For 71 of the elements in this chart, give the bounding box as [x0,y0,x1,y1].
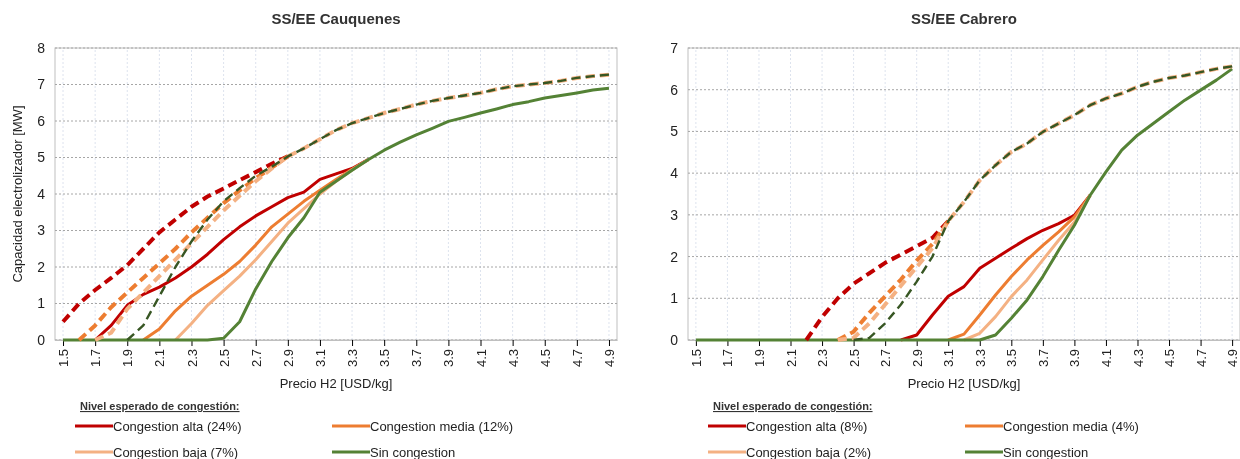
x-tick-label: 3.1 [941,349,957,368]
legend-title: Nivel esperado de congestión: [713,400,873,412]
x-tick-label: 3.3 [345,349,361,368]
x-tick-label: 4.7 [1193,349,1209,368]
x-tick-label: 1.5 [56,349,72,368]
legend-label: Congestion alta (8%) [746,419,868,434]
x-tick-label: 3.5 [377,349,393,368]
x-tick-label: 4.9 [1225,349,1240,368]
line-series [77,154,290,342]
legend-label: Congestion alta (24%) [113,419,242,434]
x-tick-label: 3.5 [1004,349,1020,368]
x-tick-label: 4.5 [537,349,553,368]
y-tick-label: 5 [37,149,46,166]
x-tick-label: 4.9 [602,349,618,368]
y-tick-label: 6 [670,81,679,98]
y-axis-title: Capacidad electrolizador [MW] [10,105,25,283]
x-tick-label: 4.3 [505,349,521,368]
y-tick-label: 4 [37,185,46,202]
x-axis-title: Precio H2 [USD/kg] [907,376,1021,391]
chart-title: SS/EE Cabrero [911,10,1017,27]
x-tick-label: 2.3 [815,349,831,368]
legend-label: Congestion baja (2%) [746,445,872,459]
x-tick-label: 4.5 [1162,349,1178,368]
legend-title: Nivel esperado de congestión: [80,400,240,412]
x-tick-label: 3.9 [441,349,457,368]
x-tick-label: 3.7 [1035,349,1051,368]
y-tick-label: 2 [670,248,679,265]
legend-label: Sin congestion [370,445,456,459]
x-tick-label: 2.7 [248,349,264,368]
x-tick-label: 1.9 [120,349,136,368]
x-tick-label: 2.1 [783,349,799,368]
x-tick-label: 4.3 [1130,349,1146,368]
x-tick-label: 3.7 [409,349,425,368]
y-tick-label: 4 [670,165,679,182]
legend-label: Sin congestion [1003,445,1089,459]
y-tick-label: 7 [37,76,46,93]
x-tick-label: 3.3 [972,349,988,368]
y-tick-label: 1 [37,295,46,312]
x-tick-label: 1.7 [88,349,104,368]
x-tick-label: 3.1 [312,349,328,368]
y-tick-label: 2 [37,258,46,275]
x-tick-label: 3.9 [1067,349,1083,368]
y-tick-label: 7 [670,39,679,56]
y-tick-label: 3 [670,206,679,223]
x-tick-label: 2.1 [152,349,168,368]
y-tick-label: 1 [670,290,679,307]
x-tick-label: 4.1 [473,349,489,368]
x-axis-title: Precio H2 [USD/kg] [279,376,393,391]
x-tick-label: 2.9 [909,349,925,368]
x-tick-label: 2.3 [184,349,200,368]
x-tick-label: 2.7 [878,349,894,368]
x-tick-label: 2.9 [280,349,296,368]
legend-label: Congestion baja (7%) [113,445,239,459]
x-tick-label: 4.1 [1098,349,1114,368]
x-tick-label: 1.9 [752,349,768,368]
x-tick-label: 2.5 [216,349,232,368]
chart-title: SS/EE Cauquenes [271,10,401,27]
y-tick-label: 8 [37,39,46,56]
y-tick-label: 0 [670,331,679,348]
x-tick-label: 4.7 [569,349,585,368]
legend-label: Congestion media (12%) [370,419,514,434]
x-tick-label: 1.5 [688,349,704,368]
x-tick-label: 2.5 [846,349,862,368]
y-tick-label: 0 [37,331,46,348]
y-tick-label: 6 [37,112,46,129]
legend-label: Congestion media (4%) [1003,419,1139,434]
y-tick-label: 3 [37,222,46,239]
line-series [835,219,951,342]
line-series [694,67,1234,342]
y-tick-label: 5 [670,123,679,140]
x-tick-label: 1.7 [720,349,736,368]
